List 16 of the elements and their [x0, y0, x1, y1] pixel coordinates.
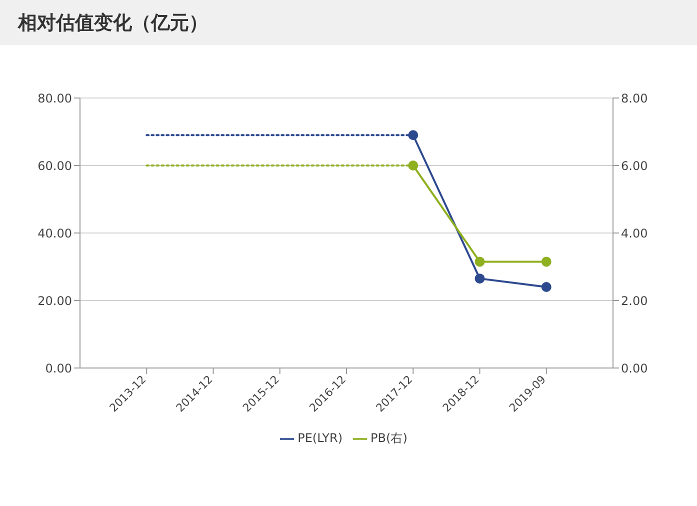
y2-tick-label: 8.00	[621, 91, 648, 106]
y-tick-label: 20.00	[38, 294, 72, 308]
y-tick-label: 80.00	[38, 91, 72, 106]
legend-label: PB(右)	[370, 431, 408, 445]
y2-tick-label: 4.00	[621, 226, 648, 240]
y2-tick-label: 6.00	[621, 158, 648, 173]
chart-title: 相对估值变化（亿元）	[18, 10, 208, 36]
legend-label: PE(LYR)	[298, 431, 343, 445]
point	[474, 274, 485, 284]
y2-tick-label: 2.00	[621, 294, 648, 308]
point	[541, 282, 552, 292]
y-tick-label: 0.00	[45, 361, 72, 376]
y2-tick-label: 0.00	[621, 361, 648, 376]
point	[408, 130, 418, 140]
y-tick-label: 60.00	[38, 158, 72, 173]
y-tick-label: 40.00	[38, 226, 72, 240]
